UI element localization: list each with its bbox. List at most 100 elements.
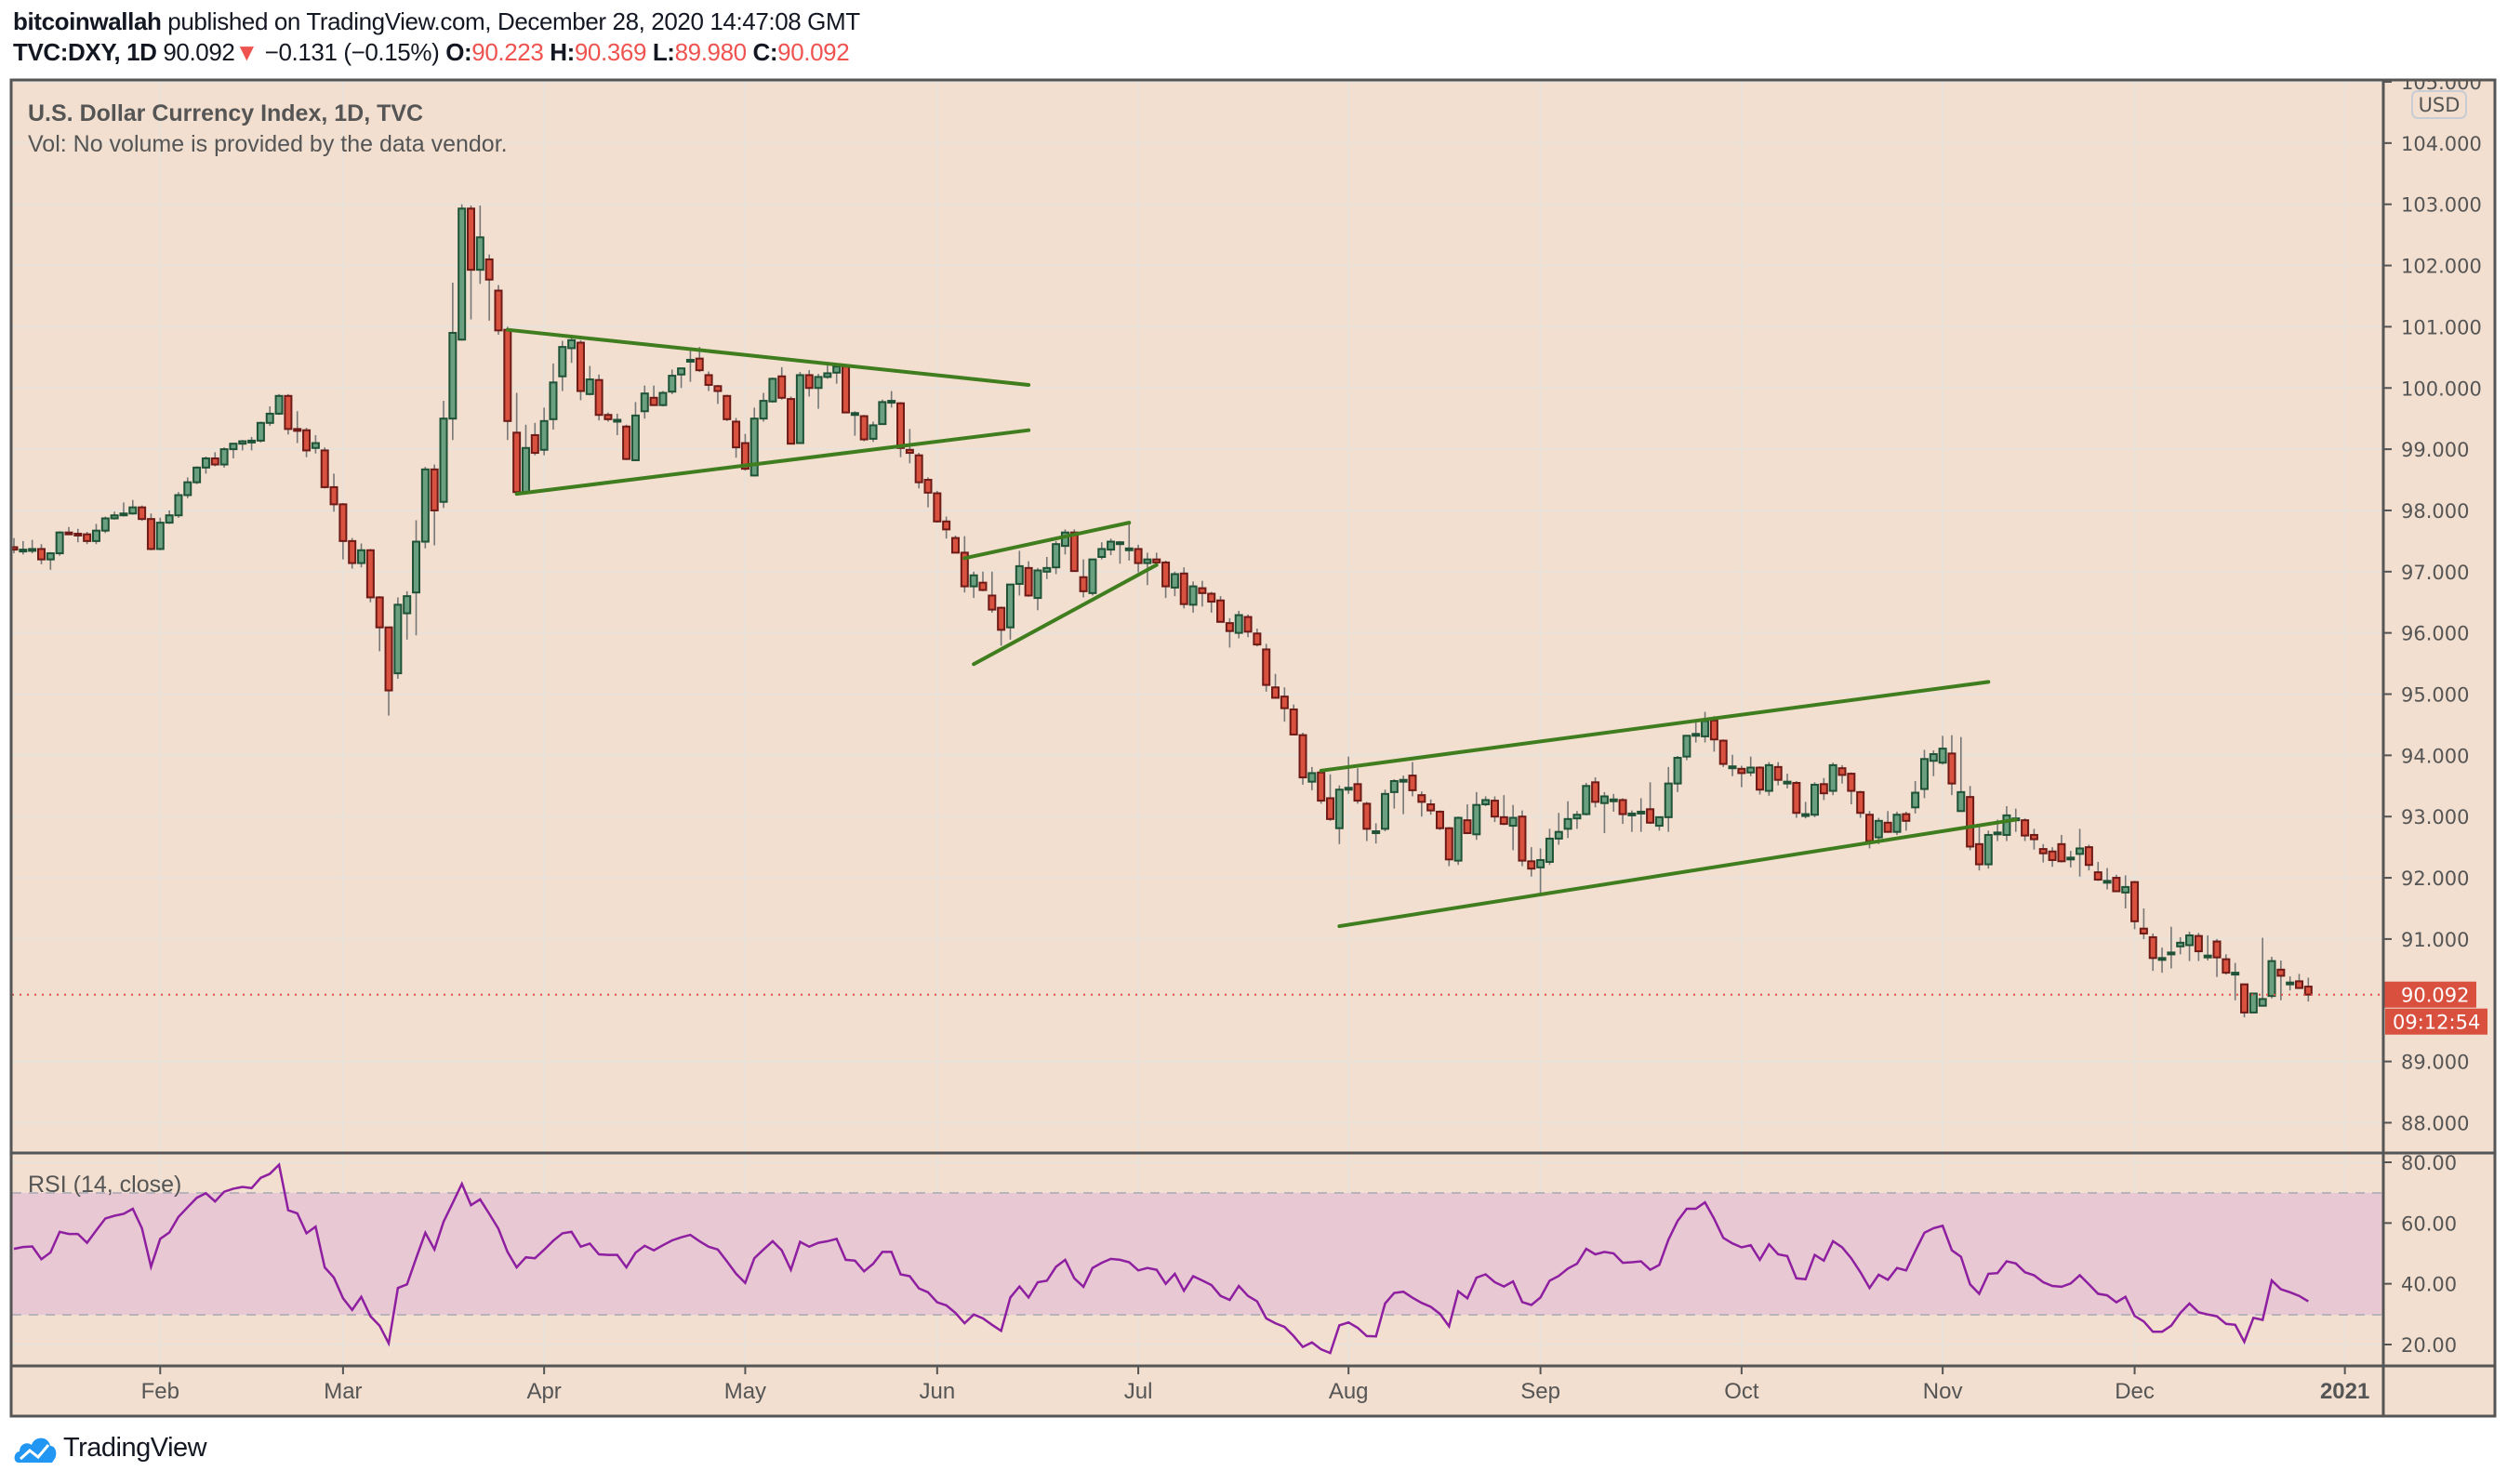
candle-down[interactable] xyxy=(1353,768,1362,804)
candle-down[interactable] xyxy=(1756,766,1765,795)
candle-up[interactable] xyxy=(1005,583,1015,640)
candle-up[interactable] xyxy=(1654,815,1664,831)
candle-up[interactable] xyxy=(1052,540,1061,575)
candle-up[interactable] xyxy=(2167,926,2176,969)
candle-down[interactable] xyxy=(2048,847,2057,868)
candle-up[interactable] xyxy=(247,436,257,451)
candle-up[interactable] xyxy=(1545,828,1554,866)
candle-up[interactable] xyxy=(2076,828,2085,877)
candle-down[interactable] xyxy=(302,428,312,457)
candle-down[interactable] xyxy=(430,464,439,546)
candle-down[interactable] xyxy=(1317,769,1326,804)
candle-up[interactable] xyxy=(1115,540,1124,564)
candle-up[interactable] xyxy=(1783,774,1792,788)
candle-down[interactable] xyxy=(348,537,357,569)
candle-up[interactable] xyxy=(91,523,100,545)
candle-down[interactable] xyxy=(1499,795,1508,826)
candle-down[interactable] xyxy=(2093,861,2102,881)
candle-up[interactable] xyxy=(458,204,467,341)
candle-up[interactable] xyxy=(869,421,878,443)
candle-down[interactable] xyxy=(1207,591,1216,613)
candle-up[interactable] xyxy=(229,443,238,458)
candle-up[interactable] xyxy=(1453,816,1463,866)
candle-down[interactable] xyxy=(530,422,539,456)
candle-up[interactable] xyxy=(1536,848,1545,894)
candle-up[interactable] xyxy=(539,407,549,456)
candle-down[interactable] xyxy=(1618,798,1627,825)
candle-down[interactable] xyxy=(2194,933,2203,961)
candle-up[interactable] xyxy=(1582,782,1591,815)
candle-up[interactable] xyxy=(1389,779,1399,809)
candle-down[interactable] xyxy=(284,393,293,435)
candle-down[interactable] xyxy=(859,415,869,442)
candle-down[interactable] xyxy=(804,370,814,397)
candle-down[interactable] xyxy=(787,396,796,445)
candle-down[interactable] xyxy=(1134,544,1143,573)
candle-up[interactable] xyxy=(969,571,978,599)
candle-up[interactable] xyxy=(1563,801,1572,839)
candle-up[interactable] xyxy=(1088,558,1097,596)
candle-up[interactable] xyxy=(265,406,274,427)
candle-down[interactable] xyxy=(713,384,723,404)
candle-up[interactable] xyxy=(357,543,366,568)
candle-down[interactable] xyxy=(1289,704,1298,735)
candle-down[interactable] xyxy=(933,490,942,523)
candle-up[interactable] xyxy=(1938,735,1947,765)
candle-down[interactable] xyxy=(594,374,604,421)
candle-up[interactable] xyxy=(1929,750,1938,776)
candle-down[interactable] xyxy=(723,394,732,421)
candle-down[interactable] xyxy=(1362,802,1372,841)
candle-down[interactable] xyxy=(11,537,19,554)
candle-up[interactable] xyxy=(1097,542,1107,560)
candle-up[interactable] xyxy=(613,413,622,435)
candle-up[interactable] xyxy=(1664,766,1673,832)
candle-down[interactable] xyxy=(2112,874,2121,893)
candle-down[interactable] xyxy=(1947,735,1957,796)
candle-up[interactable] xyxy=(2248,992,2258,1014)
candle-down[interactable] xyxy=(732,417,741,458)
candle-up[interactable] xyxy=(1764,762,1773,796)
candle-up[interactable] xyxy=(585,365,594,396)
candle-up[interactable] xyxy=(1033,567,1042,611)
candle-down[interactable] xyxy=(64,526,73,536)
author-name[interactable]: bitcoinwallah xyxy=(13,7,162,35)
candle-up[interactable] xyxy=(2002,806,2011,841)
candle-up[interactable] xyxy=(1372,823,1381,844)
candle-up[interactable] xyxy=(448,282,458,441)
candle-down[interactable] xyxy=(1463,804,1472,834)
candle-down[interactable] xyxy=(1326,774,1335,821)
candle-up[interactable] xyxy=(219,447,229,468)
candle-down[interactable] xyxy=(978,571,988,591)
candle-down[interactable] xyxy=(1179,567,1188,609)
candle-down[interactable] xyxy=(604,412,613,422)
candle-up[interactable] xyxy=(128,499,138,515)
candle-down[interactable] xyxy=(2295,974,2303,989)
candle-down[interactable] xyxy=(1262,643,1271,692)
candle-down[interactable] xyxy=(146,513,155,550)
candle-up[interactable] xyxy=(475,205,484,285)
candle-up[interactable] xyxy=(630,402,640,461)
candle-down[interactable] xyxy=(494,285,503,335)
candle-down[interactable] xyxy=(467,205,475,320)
candle-up[interactable] xyxy=(1042,556,1052,579)
candle-up[interactable] xyxy=(549,363,558,431)
price-axis[interactable]: 105.000104.000103.000102.000101.000100.0… xyxy=(2383,72,2482,1134)
candle-up[interactable] xyxy=(155,517,165,550)
candle-up[interactable] xyxy=(55,531,64,556)
candle-up[interactable] xyxy=(1599,791,1609,833)
trendline[interactable] xyxy=(1319,680,1991,773)
candle-down[interactable] xyxy=(942,516,951,539)
candle-up[interactable] xyxy=(256,421,265,443)
trendlines[interactable] xyxy=(505,327,2018,929)
candle-down[interactable] xyxy=(210,452,219,467)
candle-up[interactable] xyxy=(2258,937,2267,1007)
candle-down[interactable] xyxy=(1426,799,1436,815)
candle-down[interactable] xyxy=(1737,765,1746,788)
candle-up[interactable] xyxy=(439,401,448,509)
candle-up[interactable] xyxy=(1015,550,1024,596)
candle-down[interactable] xyxy=(1773,762,1783,786)
candle-down[interactable] xyxy=(1527,847,1536,877)
candle-up[interactable] xyxy=(1828,762,1837,796)
candle-down[interactable] xyxy=(1856,790,1865,818)
candle-down[interactable] xyxy=(1271,673,1280,699)
